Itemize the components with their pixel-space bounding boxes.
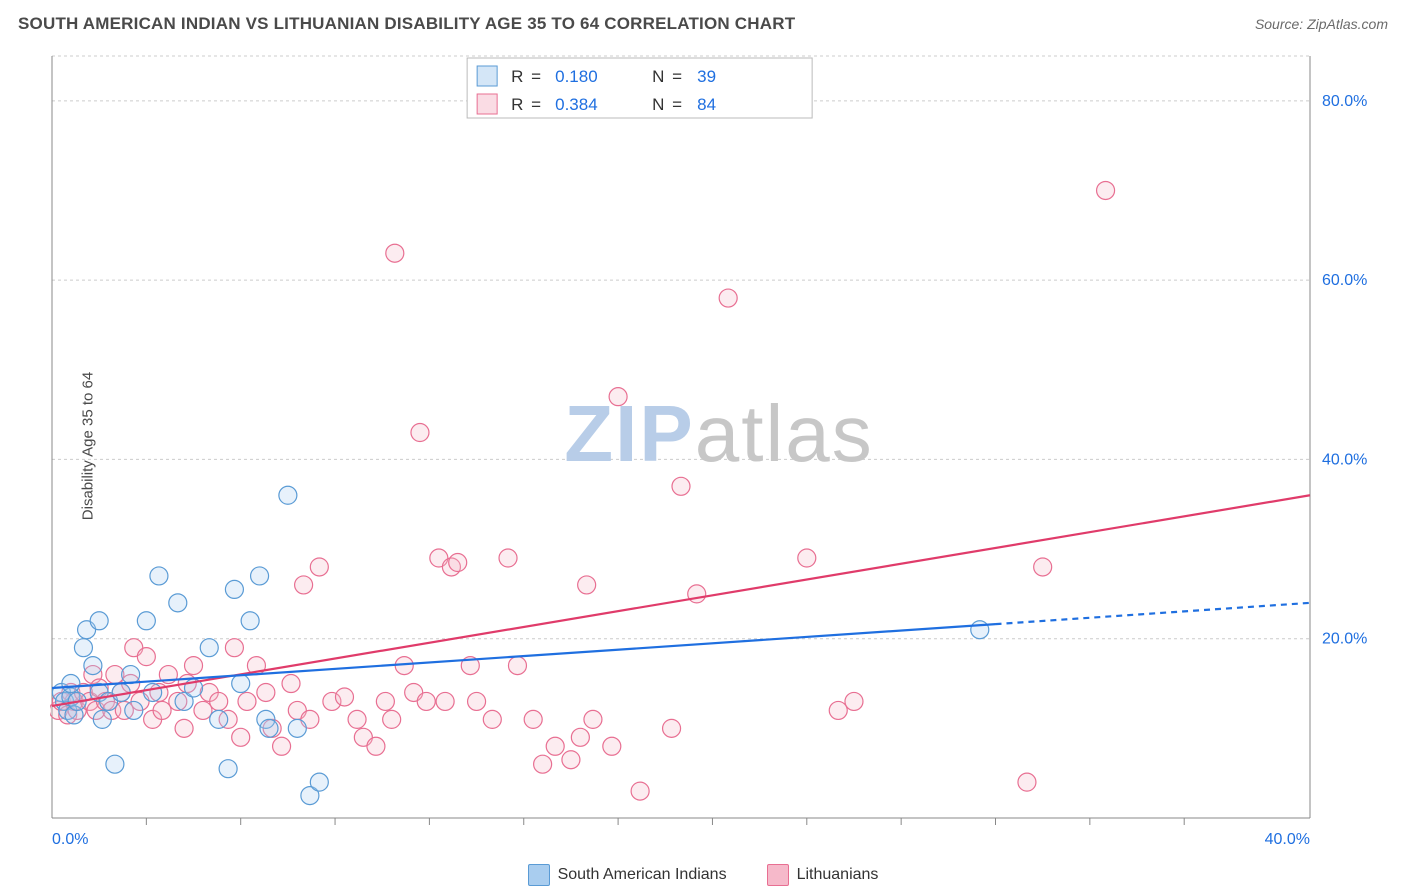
legend-item-blue: South American Indians [528, 864, 727, 886]
bottom-legend: South American Indians Lithuanians [0, 864, 1406, 886]
svg-text:N: N [652, 95, 664, 114]
svg-text:40.0%: 40.0% [1265, 831, 1310, 848]
svg-text:84: 84 [697, 95, 716, 114]
svg-text:=: = [531, 67, 541, 86]
svg-text:0.0%: 0.0% [52, 831, 88, 848]
svg-text:80.0%: 80.0% [1322, 93, 1367, 110]
legend-swatch-icon [767, 864, 789, 886]
svg-text:0.384: 0.384 [555, 95, 598, 114]
svg-text:=: = [672, 95, 682, 114]
svg-text:0.180: 0.180 [555, 67, 598, 86]
svg-text:20.0%: 20.0% [1322, 631, 1367, 648]
svg-text:R: R [511, 67, 523, 86]
svg-text:=: = [672, 67, 682, 86]
chart-title: SOUTH AMERICAN INDIAN VS LITHUANIAN DISA… [18, 14, 795, 34]
scatter-chart: 20.0% 40.0% 60.0% 80.0% 0.0% 40.0% R = 0.180 N = 39… [50, 48, 1388, 852]
legend-swatch-icon [528, 864, 550, 886]
plot-area: 20.0% 40.0% 60.0% 80.0% 0.0% 40.0% R = 0.180 N = 39… [50, 48, 1388, 852]
svg-text:40.0%: 40.0% [1322, 451, 1367, 468]
legend-label: Lithuanians [797, 866, 879, 884]
svg-text:60.0%: 60.0% [1322, 272, 1367, 289]
source-attribution: Source: ZipAtlas.com [1255, 16, 1388, 32]
svg-text:=: = [531, 95, 541, 114]
legend-label: South American Indians [558, 866, 727, 884]
svg-text:N: N [652, 67, 664, 86]
legend-item-pink: Lithuanians [767, 864, 879, 886]
svg-text:39: 39 [697, 67, 716, 86]
svg-text:R: R [511, 95, 523, 114]
